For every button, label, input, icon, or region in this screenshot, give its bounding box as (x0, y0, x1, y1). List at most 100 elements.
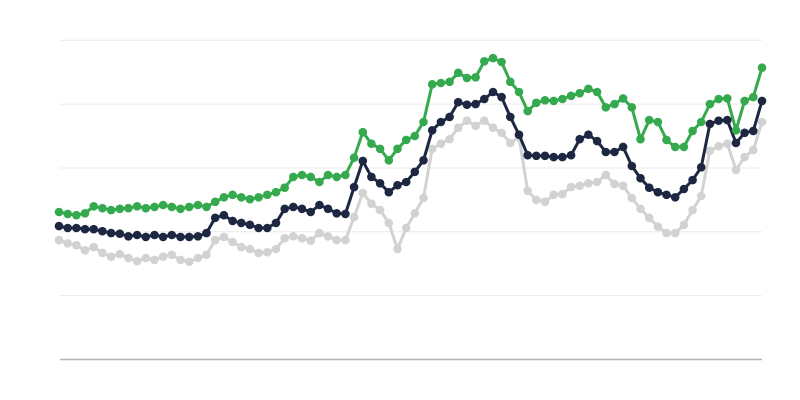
data-point-marker (124, 203, 133, 213)
data-point-marker (341, 170, 350, 180)
data-point-marker (315, 228, 324, 238)
data-point-marker (289, 232, 298, 241)
data-point-marker (436, 78, 446, 88)
data-point-marker (393, 244, 402, 254)
data-point-marker (254, 248, 263, 258)
data-point-marker (662, 190, 671, 200)
data-point-marker (488, 53, 498, 63)
data-point-marker (358, 127, 368, 137)
data-point-marker (575, 134, 584, 144)
data-point-marker (141, 253, 151, 263)
data-point-marker (523, 186, 532, 196)
data-point-marker (106, 205, 116, 215)
data-point-marker (89, 224, 98, 234)
data-point-marker (558, 189, 567, 199)
data-point-marker (714, 116, 723, 125)
data-point-marker (254, 193, 263, 202)
data-point-marker (506, 138, 515, 148)
data-point-marker (54, 207, 64, 217)
data-point-marker (141, 203, 151, 213)
data-point-marker (245, 220, 255, 230)
data-point-marker (436, 139, 446, 148)
data-point-marker (480, 116, 489, 125)
data-point-marker (584, 84, 593, 94)
data-point-marker (731, 126, 741, 135)
data-point-marker (89, 242, 98, 252)
data-point-marker (618, 142, 628, 152)
data-point-marker (419, 117, 428, 127)
data-point-marker (245, 194, 255, 204)
data-point-marker (618, 181, 628, 191)
data-point-marker (358, 156, 368, 166)
data-point-marker (289, 172, 298, 182)
data-point-marker (106, 228, 116, 238)
data-point-marker (106, 252, 116, 261)
data-point-marker (115, 249, 125, 259)
data-point-marker (184, 232, 194, 242)
data-point-marker (601, 170, 611, 180)
data-point-marker (497, 92, 506, 102)
data-point-marker (480, 57, 489, 66)
data-point-marker (401, 135, 411, 145)
data-point-marker (176, 204, 185, 214)
data-point-marker (427, 80, 437, 89)
data-point-marker (462, 73, 472, 83)
data-point-marker (141, 232, 151, 242)
data-point-marker (72, 210, 81, 220)
data-point-marker (124, 232, 133, 241)
data-point-marker (193, 253, 203, 263)
data-point-marker (401, 177, 411, 187)
data-point-marker (471, 121, 480, 131)
data-point-marker (237, 193, 246, 202)
data-point-marker (714, 141, 723, 151)
data-point-marker (453, 123, 463, 132)
data-point-marker (506, 112, 515, 122)
data-point-marker (532, 98, 541, 108)
data-point-marker (280, 183, 290, 192)
data-point-marker (219, 193, 229, 202)
data-point-marker (384, 218, 394, 228)
data-point-marker (228, 190, 237, 200)
data-point-marker (219, 210, 229, 220)
data-point-marker (306, 207, 316, 217)
data-point-marker (297, 204, 307, 214)
data-point-marker (670, 142, 680, 152)
data-point-marker (653, 222, 663, 231)
data-point-marker (549, 190, 558, 200)
data-point-marker (566, 150, 576, 160)
data-point-marker (63, 223, 72, 233)
data-point-marker (644, 213, 654, 223)
data-point-marker (132, 202, 142, 211)
data-point-marker (202, 202, 211, 212)
data-point-marker (98, 248, 107, 258)
data-point-marker (670, 193, 680, 202)
data-point-marker (566, 91, 576, 101)
data-point-marker (341, 235, 350, 245)
data-point-marker (332, 172, 342, 182)
data-point-marker (462, 116, 472, 125)
data-point-marker (410, 209, 420, 218)
data-point-marker (72, 240, 81, 250)
data-point-marker (237, 242, 246, 252)
data-point-marker (150, 230, 159, 240)
data-point-marker (696, 117, 706, 127)
data-point-marker (54, 221, 64, 231)
data-point-marker (610, 99, 619, 109)
data-point-marker (549, 96, 558, 106)
data-point-marker (167, 230, 177, 240)
data-point-marker (349, 212, 359, 222)
data-point-marker (653, 187, 663, 197)
data-point-marker (688, 175, 697, 185)
series-navy-line (57, 90, 764, 239)
data-point-marker (184, 202, 194, 212)
data-point-marker (367, 172, 376, 182)
data-point-marker (323, 170, 333, 180)
data-point-marker (228, 216, 237, 226)
data-point-marker (332, 209, 342, 218)
data-point-marker (202, 250, 211, 260)
data-point-marker (315, 200, 324, 210)
data-point-marker (558, 152, 567, 162)
data-point-marker (723, 139, 732, 148)
